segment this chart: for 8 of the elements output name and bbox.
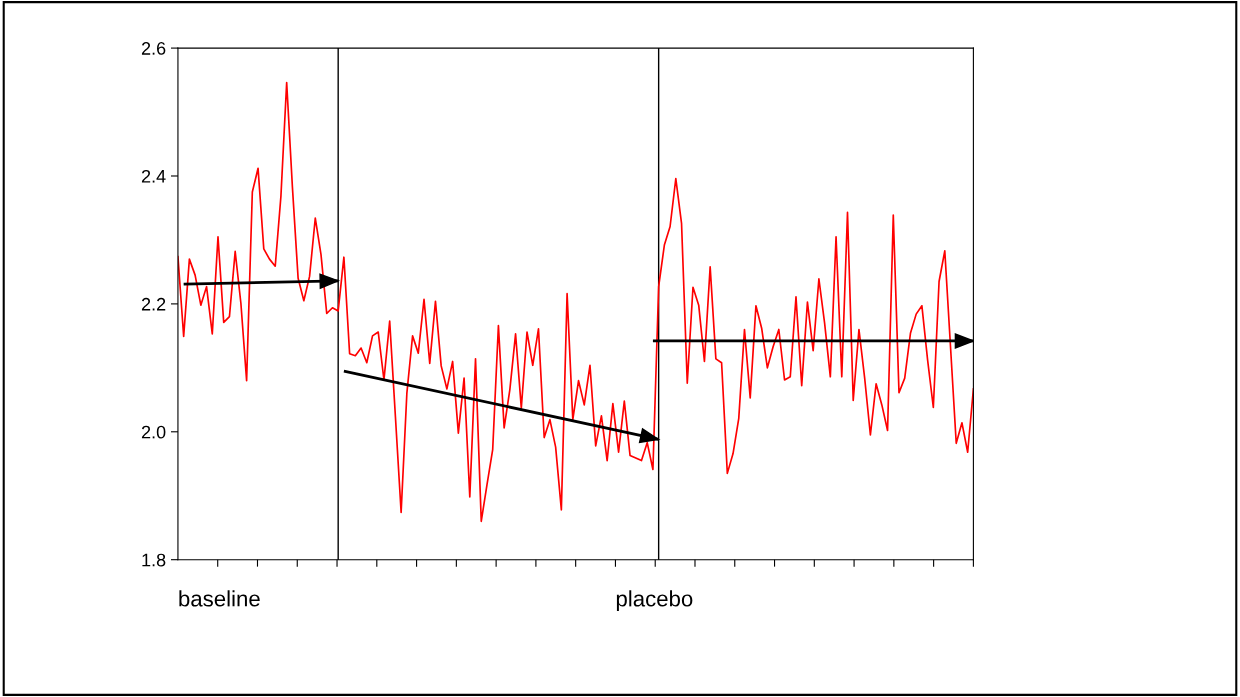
y-tick-label: 1.8	[142, 553, 166, 567]
text: placebo	[616, 590, 693, 611]
y-tick-label: 2.4	[141, 169, 166, 183]
text: baseline	[179, 590, 260, 607]
y-tick-label: 2.6	[141, 42, 166, 55]
line-series	[177, 81, 974, 523]
y-tick-label: 2.0	[141, 425, 166, 439]
y-tick-label: 2.2	[141, 297, 166, 311]
